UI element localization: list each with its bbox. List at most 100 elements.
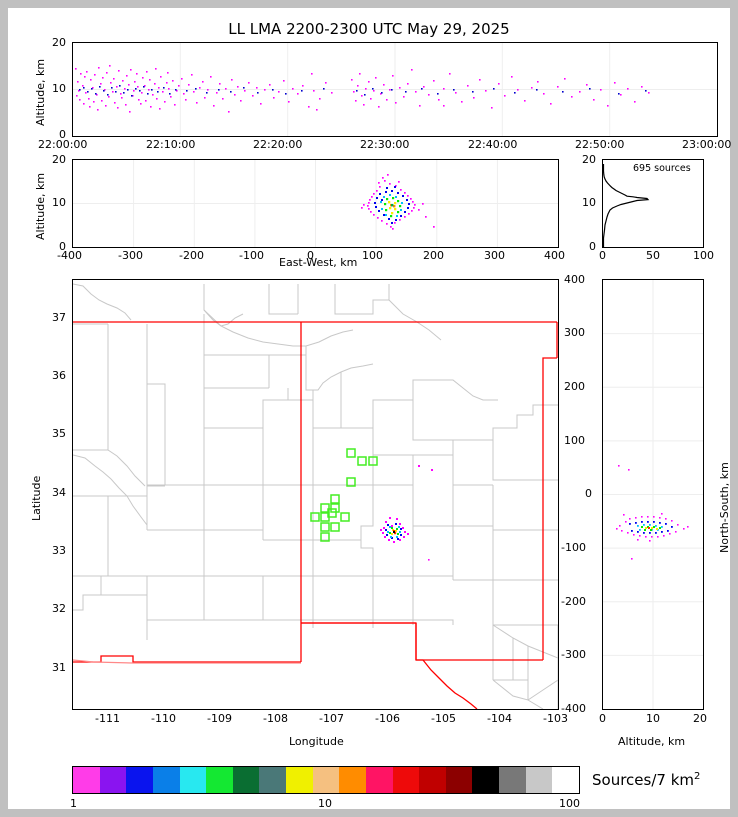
hist-ytick-10: 10: [582, 196, 596, 209]
map-xtick-m109: -109: [207, 712, 232, 725]
ew-ytick-0: 0: [59, 240, 66, 253]
panel-time-vs-altitude: [72, 42, 718, 137]
time-xtick-1: 22:10:00: [146, 138, 196, 151]
ns-xtick-0: 0: [599, 712, 606, 725]
ew-panel-xlabel: East-West, km: [279, 256, 358, 269]
hist-xtick-0: 0: [599, 249, 606, 262]
map-ytick-37: 37: [52, 311, 66, 324]
colorbar-swatch-1: [99, 767, 127, 793]
ew-xtick-200: 200: [423, 249, 444, 262]
ew-altitude-points: [361, 174, 435, 230]
ns-ytick-m100: -100: [561, 541, 586, 554]
ns-ytick-300: 300: [564, 326, 585, 339]
colorbar-swatch-17: [525, 767, 553, 793]
figure-canvas: LL LMA 2200-2300 UTC May 29, 2025: [8, 8, 732, 810]
ns-xtick-20: 20: [693, 712, 707, 725]
source-count-annotation: 695 sources: [633, 163, 691, 174]
map-ylabel: Latitude: [30, 475, 43, 521]
colorbar-swatch-4: [179, 767, 207, 793]
colorbar-swatch-13: [419, 767, 446, 793]
ns-panel-xlabel: Altitude, km: [618, 735, 686, 748]
time-ytick-20: 20: [52, 36, 66, 49]
ns-altitude-points: [616, 465, 689, 560]
time-xtick-6: 23:00:00: [682, 138, 732, 151]
time-ytick-10: 10: [52, 82, 66, 95]
map-xtick-m105: -105: [431, 712, 456, 725]
time-xtick-4: 22:40:00: [468, 138, 518, 151]
ns-panel-ylabel: North-South, km: [718, 462, 731, 553]
colorbar-swatch-3: [152, 767, 180, 793]
ns-ytick-400: 400: [564, 273, 585, 286]
altitude-histogram-plot: [603, 164, 650, 247]
time-xtick-5: 22:50:00: [575, 138, 625, 151]
colorbar-tick-10: 10: [318, 797, 332, 810]
ns-ytick-m200: -200: [561, 595, 586, 608]
state-boundary-new-mexico: [73, 321, 558, 709]
colorbar-swatch-16: [499, 767, 526, 793]
ew-xtick-m100: -100: [239, 249, 264, 262]
colorbar-label: Sources/7 km2: [592, 771, 700, 789]
colorbar-swatch-0: [73, 767, 100, 793]
map-ytick-31: 31: [52, 661, 66, 674]
map-plot: [73, 283, 558, 709]
map-xlabel: Longitude: [289, 735, 344, 748]
colorbar-label-exponent: 2: [694, 771, 701, 782]
colorbar-tick-100: 100: [559, 797, 580, 810]
time-xtick-3: 22:30:00: [360, 138, 410, 151]
colorbar-swatch-8: [286, 767, 313, 793]
map-source-points: [380, 465, 433, 561]
map-ytick-34: 34: [52, 486, 66, 499]
time-altitude-points: [75, 65, 650, 113]
panel-plan-view-map: [72, 279, 559, 710]
ns-ytick-m400: -400: [561, 702, 586, 715]
ew-xtick-m300: -300: [118, 249, 143, 262]
time-ytick-0: 0: [59, 128, 66, 141]
ew-ytick-20: 20: [52, 153, 66, 166]
ew-xtick-100: 100: [362, 249, 383, 262]
ew-altitude-plot: [73, 160, 558, 247]
map-xtick-m108: -108: [263, 712, 288, 725]
colorbar-swatch-12: [392, 767, 420, 793]
time-xtick-2: 22:20:00: [253, 138, 303, 151]
ew-xtick-300: 300: [484, 249, 505, 262]
county-boundaries: [73, 283, 558, 709]
colorbar-swatch-15: [472, 767, 499, 793]
map-xtick-m106: -106: [375, 712, 400, 725]
map-ytick-32: 32: [52, 602, 66, 615]
map-xtick-m104: -104: [487, 712, 512, 725]
histogram-curve: [603, 164, 650, 247]
colorbar[interactable]: [72, 766, 580, 794]
ns-xtick-10: 10: [646, 712, 660, 725]
colorbar-swatch-14: [445, 767, 473, 793]
ew-xtick-0: 0: [307, 249, 314, 262]
time-altitude-plot: [73, 43, 717, 136]
panel-altitude-histogram: [602, 159, 704, 248]
panel-east-west-vs-altitude: [72, 159, 559, 248]
lma-station-markers: [310, 448, 378, 542]
ew-xtick-m400: -400: [57, 249, 82, 262]
colorbar-label-text: Sources/7 km: [592, 771, 694, 789]
ew-panel-ylabel: Altitude, km: [34, 172, 47, 240]
map-xtick-m110: -110: [151, 712, 176, 725]
hist-xtick-100: 100: [693, 249, 714, 262]
ew-ytick-10: 10: [52, 196, 66, 209]
time-xtick-0: 22:00:00: [38, 138, 88, 151]
state-boundary-south-edge: [73, 659, 301, 664]
ns-ytick-0: 0: [585, 487, 592, 500]
ns-ytick-100: 100: [564, 434, 585, 447]
colorbar-swatch-5: [206, 767, 233, 793]
ew-xtick-m200: -200: [179, 249, 204, 262]
map-xtick-m111: -111: [95, 712, 120, 725]
hist-ytick-0: 0: [589, 240, 596, 253]
colorbar-swatch-9: [312, 767, 340, 793]
colorbar-swatch-2: [126, 767, 153, 793]
ns-ytick-m300: -300: [561, 648, 586, 661]
colorbar-swatch-10: [339, 767, 366, 793]
map-xtick-m107: -107: [319, 712, 344, 725]
colorbar-swatch-7: [259, 767, 286, 793]
page-title: LL LMA 2200-2300 UTC May 29, 2025: [228, 20, 510, 38]
map-ytick-36: 36: [52, 369, 66, 382]
colorbar-swatch-18: [552, 767, 579, 793]
map-xtick-m103: -103: [543, 712, 568, 725]
map-ytick-35: 35: [52, 427, 66, 440]
